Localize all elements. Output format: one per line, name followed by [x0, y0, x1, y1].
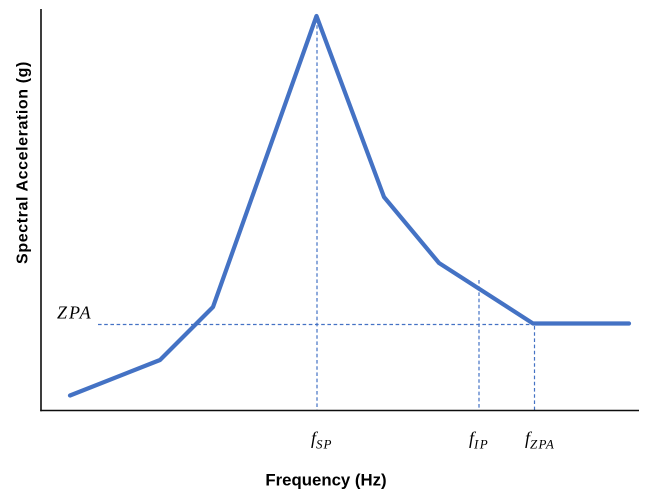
svg-text:Spectral Acceleration (g): Spectral Acceleration (g) [15, 61, 32, 264]
svg-text:ZPA: ZPA [57, 303, 93, 323]
svg-text:Frequency (Hz): Frequency (Hz) [265, 471, 386, 490]
